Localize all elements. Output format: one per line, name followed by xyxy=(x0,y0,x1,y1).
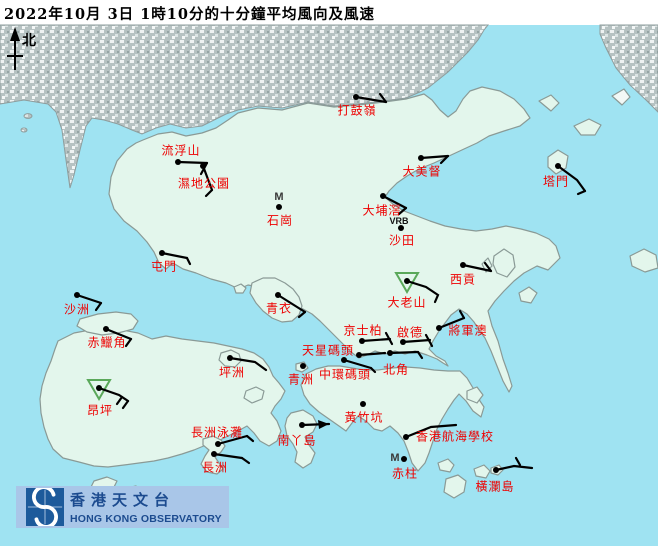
wind-barb-shaft xyxy=(228,356,268,372)
station-dot xyxy=(404,278,410,284)
wind-barb-feather xyxy=(378,92,388,104)
station-dot xyxy=(74,292,80,298)
wind-barb-feather xyxy=(185,256,192,266)
station-dot xyxy=(360,401,366,407)
station-dot xyxy=(493,467,499,473)
north-arrow xyxy=(7,27,23,70)
station-dot xyxy=(341,357,347,363)
station-dot xyxy=(436,325,442,331)
urban-area-shenzhen xyxy=(0,24,658,189)
station-dot xyxy=(299,422,305,428)
station-dot xyxy=(359,338,365,344)
land-areas xyxy=(39,86,658,499)
hko-name-english: HONG KONG OBSERVATORY xyxy=(70,513,222,525)
wind-barb-shaft xyxy=(104,327,133,341)
wind-barb-shaft xyxy=(75,293,103,305)
wind-barb-shaft xyxy=(388,350,420,355)
station-dot xyxy=(175,159,181,165)
wind-barb-feather xyxy=(424,333,434,348)
wind-barb-feather xyxy=(384,331,394,346)
wind-barb-shaft xyxy=(354,95,388,104)
wind-barb-feather xyxy=(483,261,493,273)
station-dot xyxy=(200,163,206,169)
wind-barb-layer xyxy=(74,92,587,473)
hko-logo: 香港天文台 HONG KONG OBSERVATORY xyxy=(16,486,229,528)
wind-barb-feather xyxy=(416,350,424,360)
wind-barb-shaft xyxy=(404,423,458,439)
wind-barb-shaft xyxy=(401,338,432,344)
wind-barb-feather xyxy=(121,399,130,410)
wind-barb-feather xyxy=(94,301,103,312)
wind-barb-shaft xyxy=(176,160,209,165)
wind-barb-shaft xyxy=(357,351,387,357)
wind-barb-shaft xyxy=(342,358,373,370)
wind-barb-feather xyxy=(576,189,587,196)
wind-barb-shaft xyxy=(97,386,130,403)
station-dot xyxy=(555,163,561,169)
wind-barb-shaft xyxy=(160,251,189,260)
wind-barb-feather xyxy=(439,154,450,165)
wind-barb-shaft xyxy=(494,464,534,472)
wind-barb-feather xyxy=(124,337,133,348)
wind-barb-shaft xyxy=(556,164,587,193)
wind-barb-shaft xyxy=(276,293,307,314)
station-dot xyxy=(227,355,233,361)
station-dot xyxy=(215,441,221,447)
station-dot xyxy=(356,352,362,358)
land-hk-island xyxy=(300,365,485,472)
wind-barb-shaft xyxy=(201,164,214,192)
wind-barb-feather xyxy=(458,309,466,320)
station-dot xyxy=(103,326,109,332)
station-dot xyxy=(211,451,217,457)
station-dot xyxy=(460,262,466,268)
station-dot xyxy=(275,292,281,298)
station-dot xyxy=(387,350,393,356)
wind-barb-shaft xyxy=(216,434,249,446)
hko-name-chinese: 香港天文台 xyxy=(70,491,176,509)
station-dot xyxy=(353,94,359,100)
wind-barb-shaft xyxy=(437,316,466,330)
station-dot xyxy=(276,204,282,210)
station-dot xyxy=(398,225,404,231)
station-dot xyxy=(401,456,407,462)
hko-logo-icon xyxy=(26,488,64,526)
wind-barb-feather xyxy=(514,456,522,467)
station-dot xyxy=(400,339,406,345)
station-dot xyxy=(300,363,306,369)
station-dot xyxy=(418,155,424,161)
wind-barb-shaft xyxy=(419,154,450,160)
station-dot xyxy=(403,434,409,440)
station-dot xyxy=(159,250,165,256)
wind-barb-feather xyxy=(245,434,255,443)
wind-barb-feather xyxy=(397,206,408,216)
station-dot xyxy=(96,385,102,391)
wind-barb-shaft xyxy=(360,337,392,343)
wind-barb-flag xyxy=(318,420,329,429)
wind-barb-shaft xyxy=(212,452,244,460)
wind-barb-shaft xyxy=(381,194,408,210)
station-dot xyxy=(380,193,386,199)
wind-barb-shaft xyxy=(461,263,493,273)
wind-barb-feather xyxy=(115,395,124,406)
wind-barb-shaft xyxy=(405,279,440,304)
wind-barb-feather xyxy=(297,310,307,319)
wind-barb-feather xyxy=(240,456,251,465)
wind-barb-feather xyxy=(204,188,214,198)
wind-barb-feather xyxy=(369,366,377,374)
